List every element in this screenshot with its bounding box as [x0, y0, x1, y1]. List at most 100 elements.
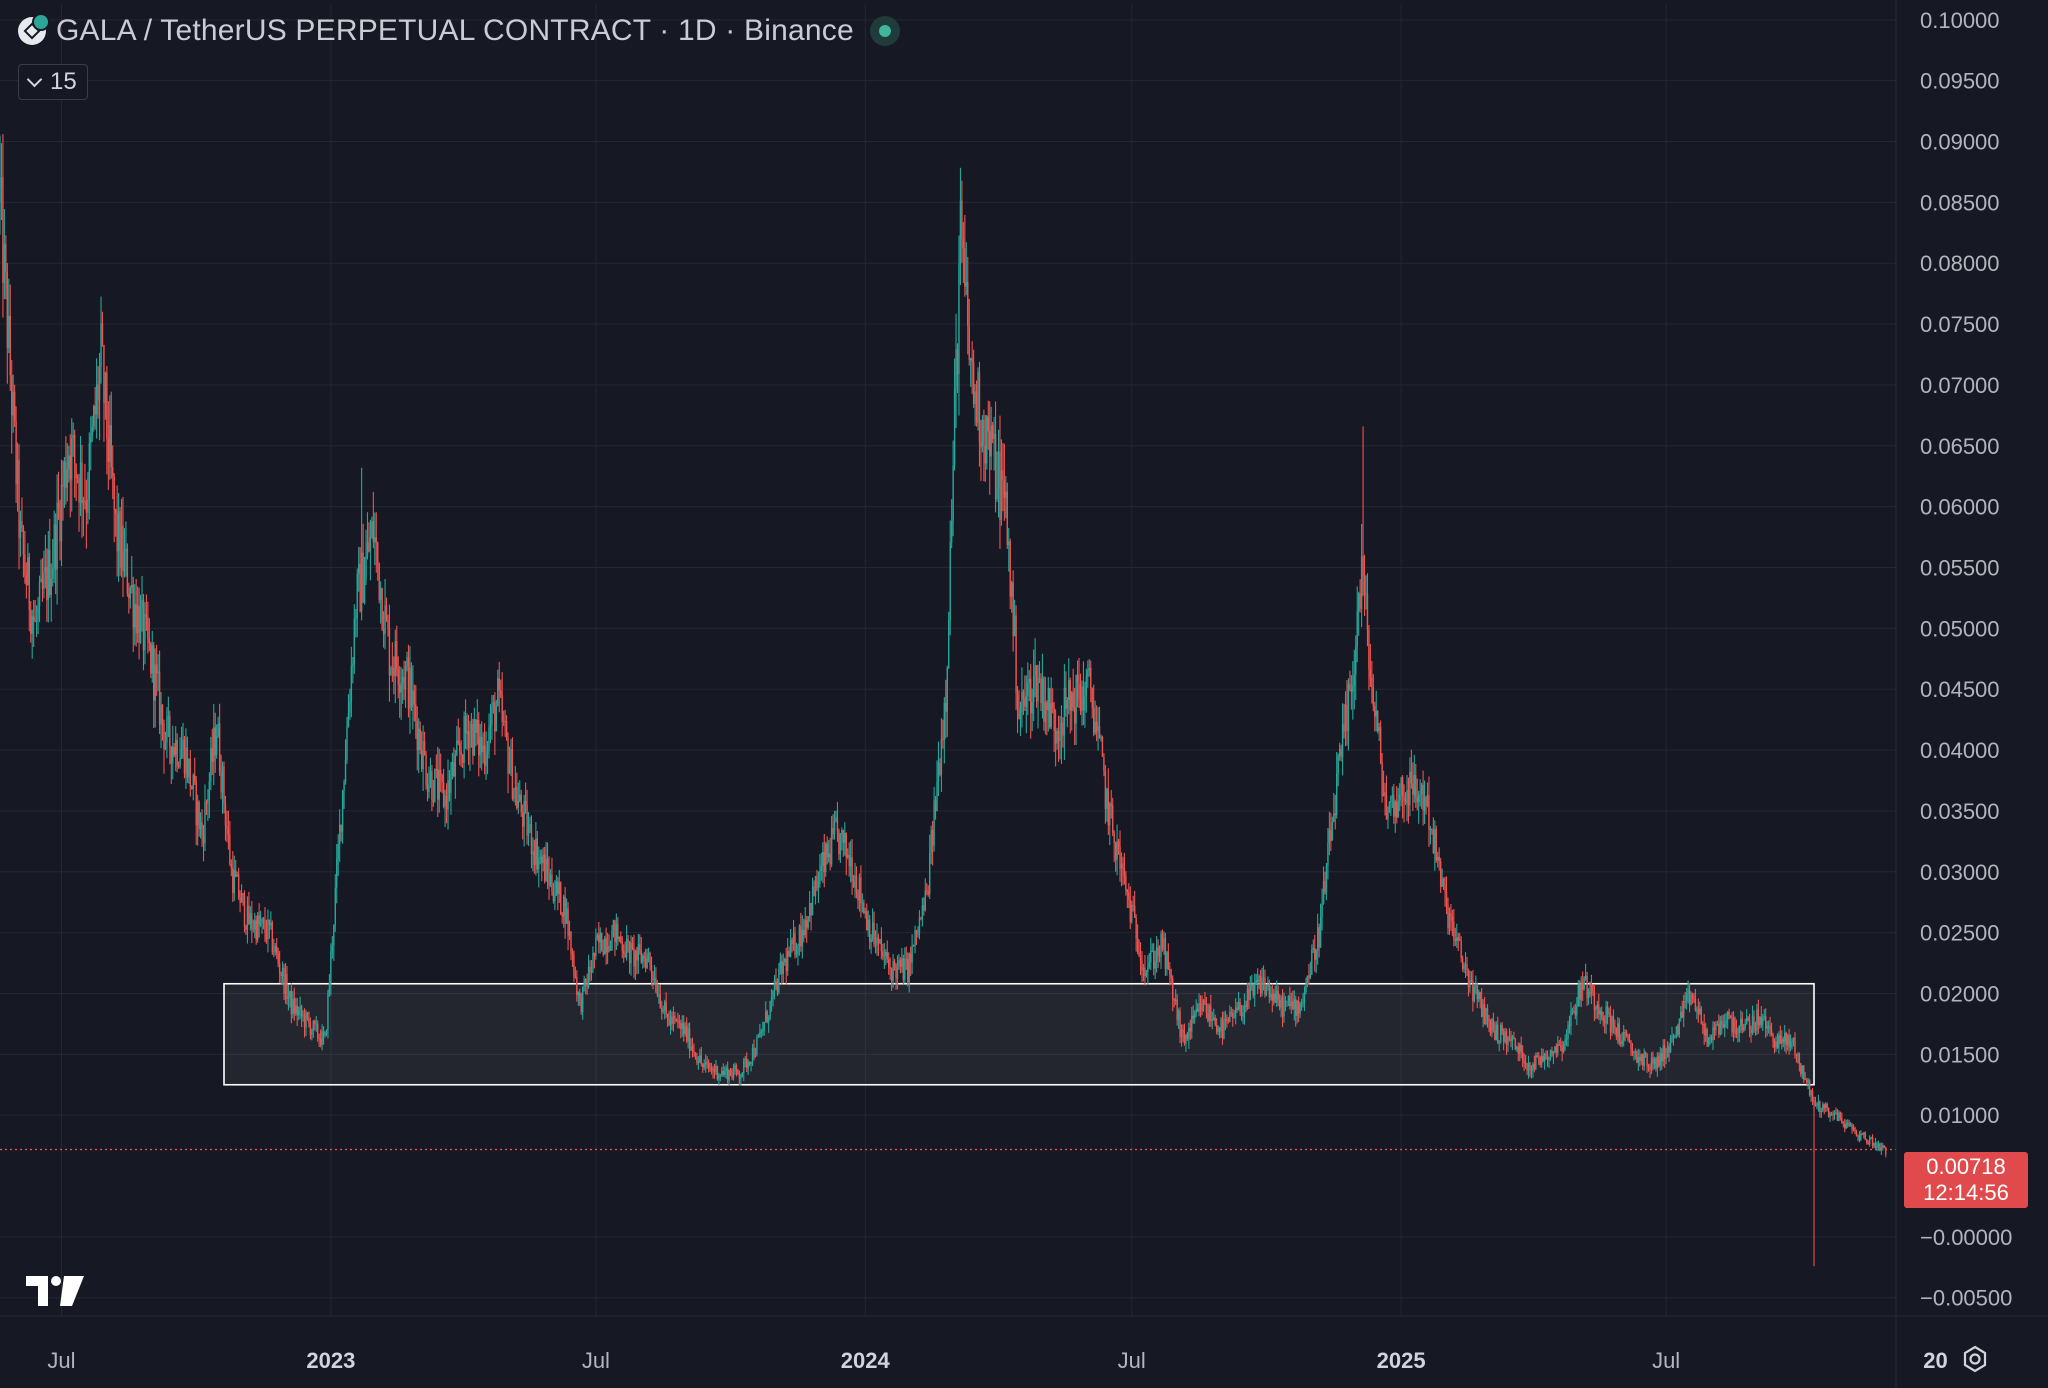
- y-tick-label: −0.00000: [1920, 1225, 2012, 1250]
- candle: [1741, 1011, 1743, 1034]
- candle: [994, 401, 997, 513]
- candle: [543, 846, 546, 884]
- candle: [432, 779, 435, 807]
- candle: [1680, 1006, 1682, 1022]
- candle: [898, 954, 900, 970]
- candle: [1095, 705, 1098, 742]
- candle: [1852, 1124, 1855, 1132]
- candle: [1606, 1001, 1609, 1025]
- candle: [377, 541, 379, 581]
- candle: [385, 597, 388, 622]
- candle: [1309, 961, 1312, 980]
- candle: [666, 1013, 669, 1027]
- candle: [1841, 1112, 1843, 1124]
- candle: [214, 712, 216, 773]
- indicators-toggle-button[interactable]: 15: [18, 64, 88, 100]
- candle: [576, 970, 578, 1002]
- candle: [1221, 1011, 1224, 1045]
- candle: [350, 646, 353, 718]
- symbol-title[interactable]: GALA / TetherUS PERPETUAL CONTRACT · 1D …: [56, 14, 854, 47]
- candle: [34, 600, 36, 623]
- candle: [920, 916, 922, 921]
- candle: [337, 834, 339, 877]
- candle: [1785, 1031, 1787, 1054]
- candle: [1729, 1015, 1732, 1019]
- candle: [240, 884, 243, 903]
- candle: [972, 349, 975, 408]
- candle: [508, 746, 511, 775]
- candle: [886, 940, 888, 963]
- candle: [1722, 1014, 1724, 1029]
- candle: [40, 559, 42, 583]
- candle: [1825, 1102, 1827, 1113]
- candle: [418, 718, 420, 774]
- candle: [116, 485, 118, 577]
- candle: [1193, 1010, 1196, 1024]
- candle: [1265, 985, 1268, 997]
- candle: [1561, 1040, 1563, 1062]
- candle: [1369, 643, 1372, 687]
- candle: [72, 422, 74, 457]
- candle: [1107, 768, 1110, 835]
- candle: [734, 1062, 736, 1075]
- market-status-icon[interactable]: [869, 16, 900, 46]
- candle: [1018, 690, 1020, 720]
- candle: [226, 810, 228, 843]
- candle: [1659, 1046, 1661, 1071]
- candle: [179, 737, 181, 769]
- candle: [1661, 1048, 1663, 1070]
- candle: [1565, 1029, 1568, 1047]
- candle: [1172, 975, 1174, 1012]
- candle: [69, 434, 71, 518]
- candle: [393, 656, 395, 695]
- candle: [1362, 426, 1364, 597]
- tradingview-logo-icon[interactable]: [26, 1276, 84, 1306]
- candle: [1170, 968, 1172, 985]
- candle: [928, 834, 931, 900]
- candle: [188, 758, 190, 784]
- candle: [442, 768, 445, 809]
- candle: [13, 384, 16, 427]
- candle: [1073, 687, 1076, 745]
- candle: [1031, 688, 1033, 732]
- candle: [772, 990, 774, 1007]
- price-axis[interactable]: 0.10000 0.09500 0.09000 0.08500 0.08000 0.075…: [1920, 8, 2012, 1311]
- candle: [254, 912, 256, 939]
- candle: [1010, 580, 1013, 613]
- candle: [763, 1021, 765, 1036]
- candle: [1805, 1077, 1808, 1085]
- candle: [838, 828, 840, 861]
- candle: [836, 801, 839, 842]
- candle: [940, 718, 943, 792]
- settings-gear-icon[interactable]: [1960, 1344, 1990, 1374]
- candle: [1324, 871, 1326, 895]
- candle: [1611, 1015, 1613, 1036]
- candle: [233, 855, 235, 901]
- candle: [1666, 1041, 1669, 1058]
- candle: [1005, 475, 1007, 519]
- candle: [419, 721, 421, 755]
- candle: [930, 825, 932, 865]
- y-tick-label: 0.04000: [1920, 738, 2000, 763]
- y-tick-label: 0.10000: [1920, 8, 2000, 33]
- candle: [1396, 785, 1398, 824]
- candle: [893, 958, 896, 971]
- candle: [1782, 1036, 1784, 1048]
- candle: [1728, 1008, 1730, 1020]
- candle: [62, 460, 64, 521]
- candle: [1002, 443, 1004, 512]
- candle: [1437, 851, 1439, 868]
- candle: [656, 980, 659, 998]
- candle: [1674, 1034, 1676, 1039]
- support-zone-rectangle[interactable]: [223, 982, 1815, 1086]
- gala-token-icon[interactable]: [18, 13, 50, 45]
- candle: [1116, 824, 1118, 876]
- candle: [1731, 1012, 1733, 1037]
- time-axis[interactable]: Jul 2023 Jul 2024 Jul 2025 Jul 20: [47, 1348, 1947, 1373]
- candle: [210, 736, 212, 791]
- candle: [11, 359, 13, 454]
- candle: [1497, 1016, 1499, 1045]
- candle: [59, 499, 61, 561]
- candle: [362, 523, 364, 603]
